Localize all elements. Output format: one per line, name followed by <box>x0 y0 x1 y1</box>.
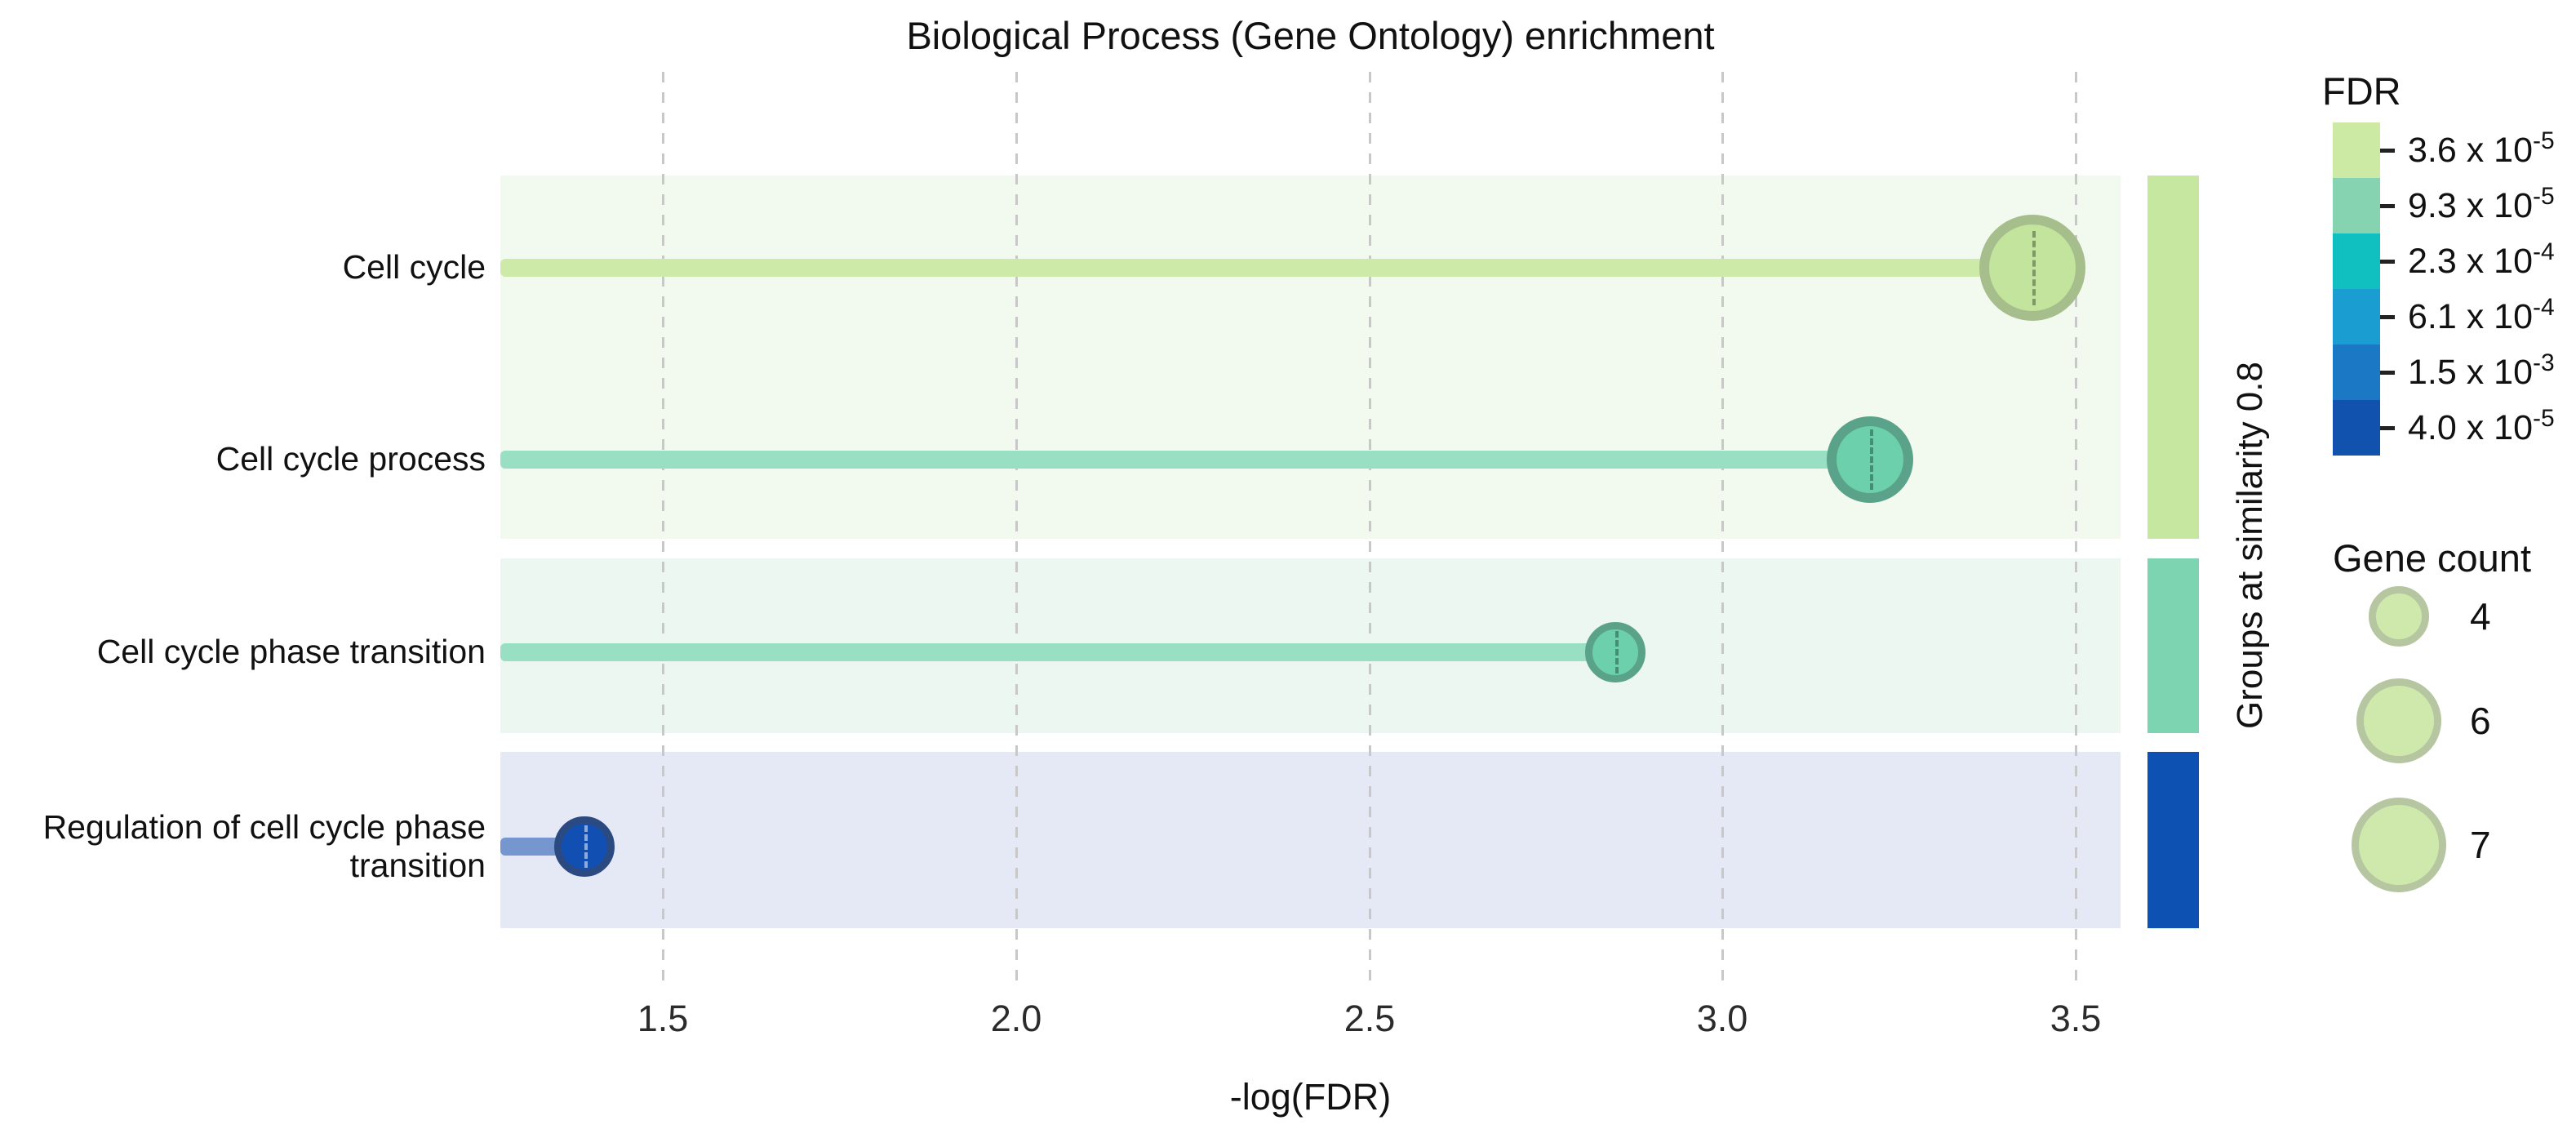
grid-line-2-0 <box>1015 72 1018 989</box>
fdr-legend-label: 9.3 x 10-5 <box>2408 183 2555 226</box>
group-axis-label: Groups at similarity 0.8 <box>2230 362 2270 729</box>
fdr-tick <box>2380 260 2395 264</box>
gene-count-legend-item: 7 <box>2339 794 2568 896</box>
fdr-legend-label: 2.3 x 10-4 <box>2408 238 2555 282</box>
point-value-dash <box>1615 631 1619 674</box>
gene-count-circle-box <box>2339 586 2458 647</box>
x-axis-tick-label: 2.0 <box>990 998 1042 1039</box>
fdr-label-base: 6.1 x 10 <box>2408 297 2533 336</box>
x-axis-tick-label: 2.5 <box>1344 998 1396 1039</box>
fdr-label-base: 3.6 x 10 <box>2408 131 2533 170</box>
fdr-label-exponent: -5 <box>2533 405 2555 432</box>
fdr-tick <box>2380 426 2395 430</box>
gene-count-legend-title: Gene count <box>2333 536 2532 580</box>
x-axis-tick-label: 3.5 <box>2050 998 2102 1039</box>
fdr-colorbar-segment <box>2333 345 2380 400</box>
gene-count-legend-circle <box>2352 798 2446 892</box>
gene-count-legend-circle <box>2369 586 2429 647</box>
chart-title: Biological Process (Gene Ontology) enric… <box>906 14 1715 57</box>
grid-line-1-5 <box>662 72 664 989</box>
lollipop-stem <box>500 643 1616 661</box>
category-band-group3 <box>500 752 2121 928</box>
fdr-colorbar-segment <box>2333 178 2380 233</box>
data-point-circle <box>1979 215 2086 321</box>
gene-count-legend-value: 4 <box>2470 595 2491 638</box>
fdr-label-base: 2.3 x 10 <box>2408 242 2533 281</box>
fdr-tick <box>2380 315 2395 319</box>
fdr-legend-label: 4.0 x 10-5 <box>2408 405 2555 448</box>
fdr-legend-title: FDR <box>2322 69 2401 113</box>
y-axis-label: Cell cycle <box>342 248 486 287</box>
fdr-colorbar-segment <box>2333 233 2380 289</box>
data-point-circle <box>1585 622 1646 682</box>
y-axis-label: Cell cycle process <box>215 440 486 478</box>
x-axis-title: -log(FDR) <box>1229 1076 1392 1118</box>
gene-count-legend-item: 4 <box>2339 566 2568 667</box>
plot-area <box>500 0 2121 1147</box>
point-value-dash <box>2032 231 2036 305</box>
gene-count-circle-box <box>2339 798 2458 892</box>
group-color-bar-segment <box>2147 558 2199 733</box>
x-axis-tick-label: 3.0 <box>1696 998 1748 1039</box>
fdr-label-base: 1.5 x 10 <box>2408 353 2533 392</box>
y-axis-label: Regulation of cell cycle phase transitio… <box>42 807 486 884</box>
fdr-label-exponent: -4 <box>2533 294 2555 321</box>
group-color-bar-segment <box>2147 752 2199 928</box>
group-color-bar-segment <box>2147 176 2199 539</box>
grid-line-3-0 <box>1721 72 1724 989</box>
gene-count-legend-circle <box>2356 678 2441 763</box>
fdr-colorbar-segment <box>2333 400 2380 456</box>
fdr-tick <box>2380 204 2395 208</box>
fdr-tick <box>2380 149 2395 153</box>
fdr-legend-label: 3.6 x 10-5 <box>2408 127 2555 171</box>
fdr-label-base: 9.3 x 10 <box>2408 186 2533 225</box>
gene-count-legend-item: 6 <box>2339 670 2568 771</box>
lollipop-stem <box>500 259 2033 277</box>
fdr-label-exponent: -4 <box>2533 238 2555 265</box>
lollipop-stem <box>500 451 1870 469</box>
fdr-legend-label: 6.1 x 10-4 <box>2408 294 2555 337</box>
gene-count-circle-box <box>2339 678 2458 763</box>
y-axis-label: Cell cycle phase transition <box>96 633 486 671</box>
fdr-label-exponent: -5 <box>2533 183 2555 210</box>
point-value-dash <box>584 825 588 868</box>
fdr-tick <box>2380 371 2395 375</box>
fdr-label-base: 4.0 x 10 <box>2408 408 2533 447</box>
fdr-label-exponent: -5 <box>2533 127 2555 154</box>
x-axis-tick-label: 1.5 <box>637 998 689 1039</box>
gene-count-legend-value: 7 <box>2470 824 2491 866</box>
grid-line-3-5 <box>2075 72 2077 989</box>
fdr-colorbar-segment <box>2333 122 2380 178</box>
fdr-label-exponent: -3 <box>2533 349 2555 376</box>
data-point-circle <box>1827 416 1913 503</box>
data-point-circle <box>553 816 615 877</box>
gene-count-legend-value: 6 <box>2470 700 2491 742</box>
grid-line-2-5 <box>1369 72 1371 989</box>
fdr-colorbar-segment <box>2333 289 2380 345</box>
point-value-dash <box>1870 429 1873 490</box>
fdr-legend-label: 1.5 x 10-3 <box>2408 349 2555 393</box>
